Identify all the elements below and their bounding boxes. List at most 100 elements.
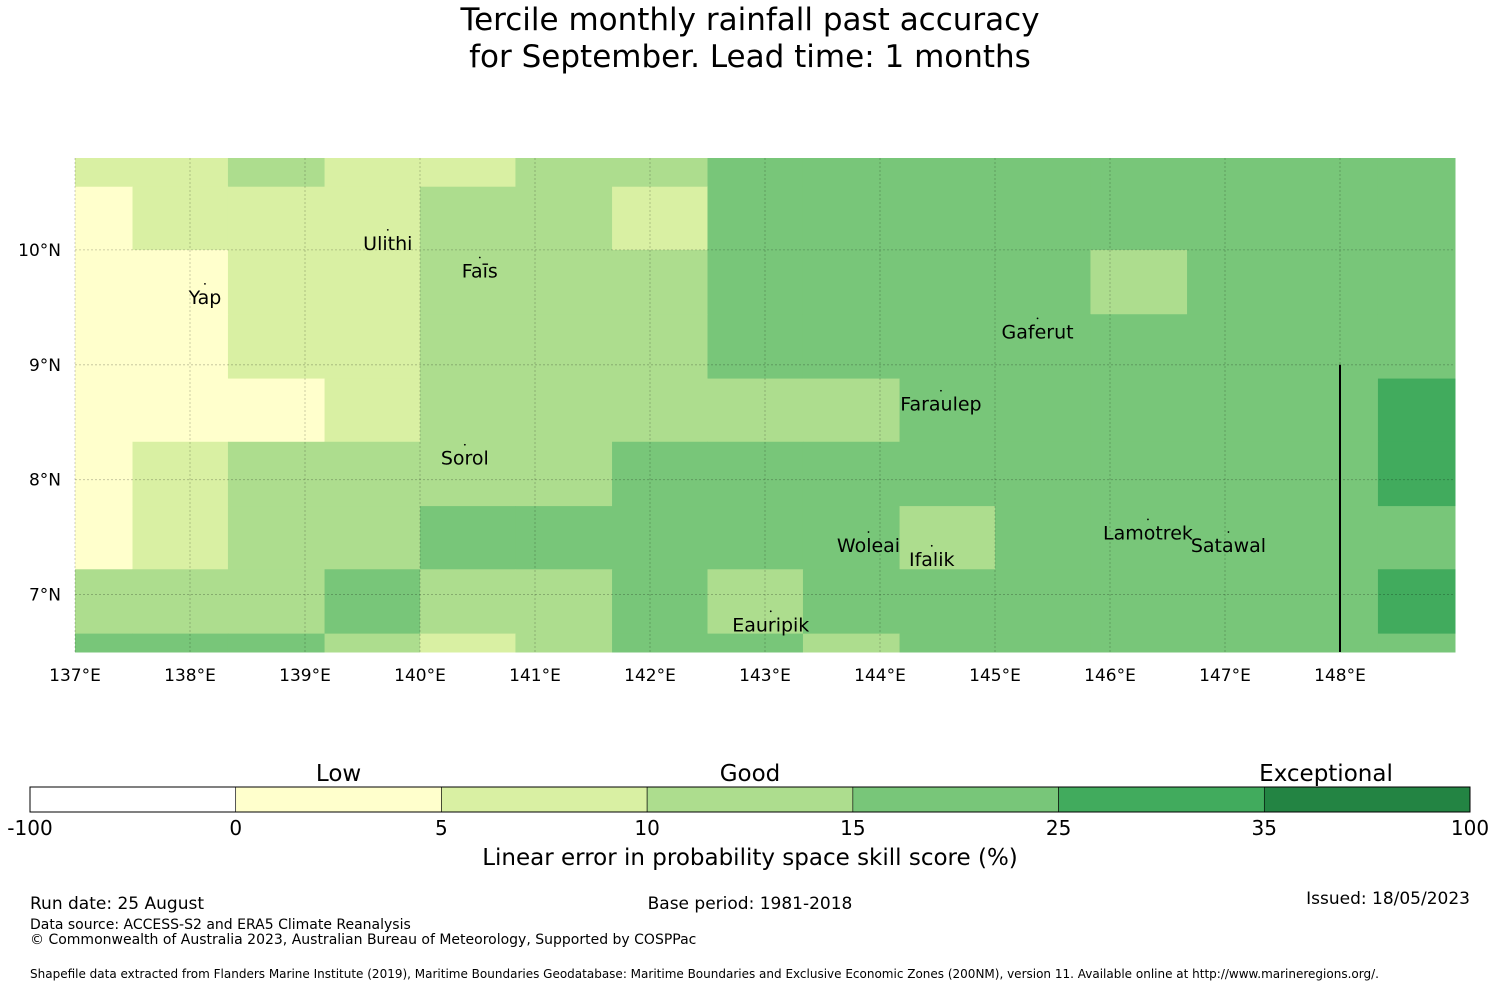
grid-cell	[802, 186, 901, 251]
grid-cell	[612, 569, 708, 635]
place-label: Lamotrek	[1103, 522, 1193, 544]
grid-cell	[707, 186, 804, 251]
title-line-1: Tercile monthly rainfall past accuracy	[460, 2, 1040, 38]
grid-cell	[324, 633, 421, 653]
grid-cell	[1282, 378, 1379, 443]
grid-cell	[75, 633, 133, 653]
grid-cell	[612, 249, 708, 315]
grid-cell	[802, 506, 901, 570]
grid-cell	[1090, 569, 1188, 635]
data-source: Data source: ACCESS-S2 and ERA5 Climate …	[30, 917, 411, 933]
grid-cell	[1090, 506, 1188, 570]
place-labels: Ulithi Faīs Yap Gaferut Faraulep Sorol Woleai I…	[188, 229, 1266, 636]
grid-cell	[515, 441, 613, 507]
grid-cell	[899, 569, 996, 635]
base-period: Base period: 1981-2018	[647, 894, 853, 914]
grid-cell	[802, 569, 901, 635]
island-marker	[1147, 518, 1149, 521]
colorbar-tick-label: 25	[1046, 816, 1071, 840]
grid-cell	[899, 314, 996, 380]
grid-cell	[707, 378, 804, 443]
colorbar-tick-label: 5	[435, 816, 448, 840]
grid-cell	[75, 378, 133, 443]
grid-cell	[420, 249, 516, 315]
grid-cell	[995, 633, 1091, 653]
x-tick-label: 137°E	[49, 666, 101, 686]
y-tick-label: 9°N	[29, 356, 61, 376]
grid-cell	[802, 314, 901, 380]
graticule	[74, 158, 1455, 652]
grid-cell	[707, 158, 804, 188]
grid-cell	[1090, 158, 1188, 188]
grid-cell	[132, 633, 229, 653]
colorbar-frame	[29, 786, 1471, 813]
place-label: Woleai	[837, 535, 900, 557]
colorbar-category-label: Low	[316, 761, 361, 787]
island-marker	[386, 229, 389, 231]
grid-cell	[802, 441, 901, 507]
y-tick-label: 8°N	[29, 471, 61, 491]
grid-cell	[227, 633, 326, 653]
grid-cell	[324, 186, 421, 251]
grid-cell	[1187, 158, 1283, 188]
x-tick-label: 146°E	[1084, 666, 1136, 686]
grid-cell	[132, 378, 229, 443]
grid-cell	[420, 158, 516, 188]
colorbar-tick-label: -100	[7, 816, 52, 840]
grid-cell	[612, 186, 708, 251]
grid-cell	[227, 158, 326, 188]
grid-cell	[612, 378, 708, 443]
grid-cell	[227, 186, 326, 251]
grid-cell	[802, 633, 901, 653]
axis-ticks: 137°E 138°E 139°E 140°E 141°E 142°E 143°E 144°E…	[18, 241, 1366, 686]
grid-cell	[515, 506, 613, 570]
grid-cell	[1377, 314, 1456, 380]
island-marker	[940, 389, 942, 392]
grid-cell	[995, 569, 1091, 635]
copyright: © Commonwealth of Australia 2023, Austra…	[30, 932, 697, 948]
colorbar-bin	[441, 786, 648, 813]
grid-cell	[1187, 314, 1283, 380]
grid-cell	[1377, 441, 1456, 507]
island-marker	[867, 531, 870, 533]
y-tick-label: 10°N	[18, 241, 61, 261]
y-tick-label: 7°N	[29, 586, 61, 606]
grid-cell	[1282, 249, 1379, 315]
grid-cell	[227, 249, 326, 315]
colorbar-label: Linear error in probability space skill …	[482, 845, 1018, 871]
x-tick-label: 140°E	[394, 666, 446, 686]
grid-cell	[420, 506, 516, 570]
place-label: Faraulep	[900, 394, 981, 416]
grid-cell	[132, 506, 229, 570]
grid-cell	[515, 378, 613, 443]
grid-cell	[1282, 158, 1379, 188]
grid-cell	[1377, 378, 1456, 443]
grid-cell	[899, 633, 996, 653]
colorbar-tick-label: 100	[1451, 816, 1489, 840]
grid-cell	[1282, 633, 1379, 653]
grid-cell	[802, 249, 901, 315]
grid-cell	[612, 633, 708, 653]
grid-cell	[995, 378, 1091, 443]
grid-cell	[1187, 569, 1283, 635]
colorbar-bin	[1058, 786, 1265, 813]
colorbar-bin	[646, 786, 854, 813]
grid-cell	[995, 186, 1091, 251]
island-marker	[1227, 531, 1230, 533]
grid-cell	[324, 569, 421, 635]
colorbar: -100 0 5 10 15 25 35 100 Low Good Exceptional	[7, 761, 1489, 840]
grid-cell	[515, 633, 613, 653]
grid-cell	[75, 441, 133, 507]
issued-date: Issued: 18/05/2023	[1306, 889, 1470, 909]
grid-cell	[802, 158, 901, 188]
grid-cell	[899, 506, 996, 570]
grid-cell	[899, 249, 996, 315]
grid-cell	[227, 314, 326, 380]
island-marker	[1036, 317, 1039, 320]
colorbar-bin	[1263, 786, 1471, 813]
colorbar-bin	[29, 786, 237, 813]
grid-cell	[420, 569, 516, 635]
grid-cell	[1377, 186, 1456, 251]
colorbar-category-label: Exceptional	[1259, 761, 1393, 787]
